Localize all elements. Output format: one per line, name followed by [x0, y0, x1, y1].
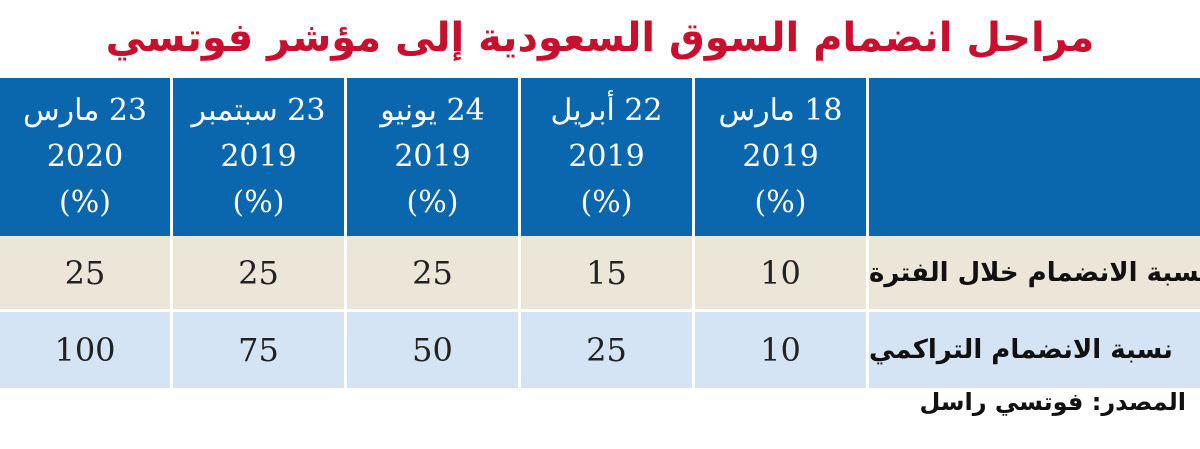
source-note: المصدر: فوتسي راسل [919, 388, 1186, 416]
table-cell: 10 [692, 312, 866, 388]
column-header-unit: (%) [232, 185, 285, 220]
column-header-unit: (%) [406, 185, 459, 220]
column-header-year: 2019 [742, 139, 819, 174]
column-header-date: 24 يونيو [380, 93, 485, 128]
row-label: نسبة الانضمام التراكمي [866, 312, 1200, 388]
table-cell: 100 [0, 312, 170, 388]
column-header-apr-2019: 22 أبريل 2019 (%) [518, 78, 692, 236]
column-header-mar-2020: 23 مارس 2020 (%) [0, 78, 170, 236]
column-header-year: 2019 [394, 139, 471, 174]
table-cell: 50 [344, 312, 518, 388]
column-header-jun-2019: 24 يونيو 2019 (%) [344, 78, 518, 236]
row-label: نسبة الانضمام خلال الفترة [866, 236, 1200, 312]
column-header-unit: (%) [580, 185, 633, 220]
row-label-header [866, 78, 1200, 236]
table-cell: 25 [0, 236, 170, 312]
column-header-unit: (%) [59, 185, 111, 220]
column-header-year: 2019 [568, 139, 645, 174]
column-header-mar-2019: 18 مارس 2019 (%) [692, 78, 866, 236]
table-cell: 75 [170, 312, 344, 388]
page-title: مراحل انضمام السوق السعودية إلى مؤشر فوت… [105, 15, 1095, 61]
column-header-year: 2019 [220, 139, 297, 174]
table-cell: 25 [170, 236, 344, 312]
column-header-date: 23 سبتمبر [191, 93, 326, 128]
table-cell: 25 [518, 312, 692, 388]
column-header-date: 18 مارس [718, 93, 843, 128]
column-header-sep-2019: 23 سبتمبر 2019 (%) [170, 78, 344, 236]
column-header-date: 23 مارس [22, 93, 148, 128]
table-cell: 15 [518, 236, 692, 312]
data-table: 23 مارس 2020 (%) 23 سبتمبر 2019 (%) 24 ي… [0, 78, 1200, 388]
column-header-unit: (%) [754, 185, 807, 220]
table-cell: 25 [344, 236, 518, 312]
table-cell: 10 [692, 236, 866, 312]
column-header-year: 2020 [46, 139, 124, 174]
column-header-date: 22 أبريل [550, 93, 663, 128]
